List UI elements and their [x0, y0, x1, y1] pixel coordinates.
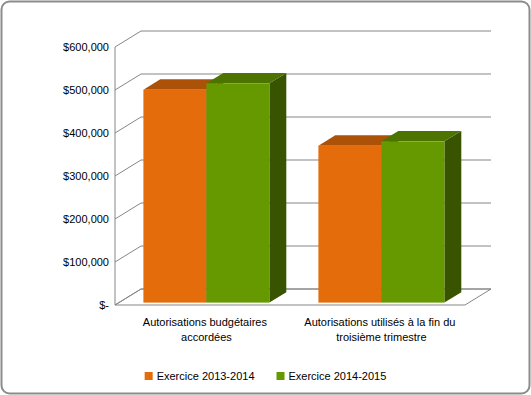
y-tick-label: $600,000: [63, 41, 109, 53]
bar-top: [381, 131, 461, 141]
legend: Exercice 2013-2014 Exercice 2014-2015: [145, 370, 387, 382]
y-tick-label: $400,000: [63, 127, 109, 139]
grid-line: [115, 31, 491, 47]
x-tick-label: Autorisations budgétaires accordées: [143, 316, 270, 343]
legend-swatch: [277, 372, 285, 380]
grid: [115, 31, 491, 305]
y-tick-label: $100,000: [63, 256, 109, 268]
bar-side: [269, 73, 286, 303]
bar: [206, 83, 269, 302]
y-tick-label: $300,000: [63, 170, 109, 182]
bar: [318, 146, 381, 303]
bar-side: [444, 131, 461, 303]
legend-swatch: [145, 372, 153, 380]
y-tick-label: $500,000: [63, 84, 109, 96]
legend-label: Exercice 2014-2015: [289, 370, 387, 382]
bar: [381, 141, 444, 302]
bar-3d: [206, 73, 286, 303]
bar: [143, 90, 206, 303]
y-tick-label: $-: [99, 299, 109, 311]
y-tick-label: $200,000: [63, 213, 109, 225]
grid-line: [115, 74, 491, 90]
x-tick-label: Autorisations utilisés à la fin du trois…: [304, 316, 458, 343]
y-axis-line: [115, 47, 116, 305]
bar-3d: [381, 131, 461, 303]
legend-label: Exercice 2013-2014: [157, 370, 255, 382]
chart: $- $100,000 $200,000 $300,000 $400,000 $500,0…: [0, 0, 531, 395]
bar-top: [206, 73, 286, 83]
chart-border: [2, 2, 530, 394]
bars: [143, 73, 461, 303]
